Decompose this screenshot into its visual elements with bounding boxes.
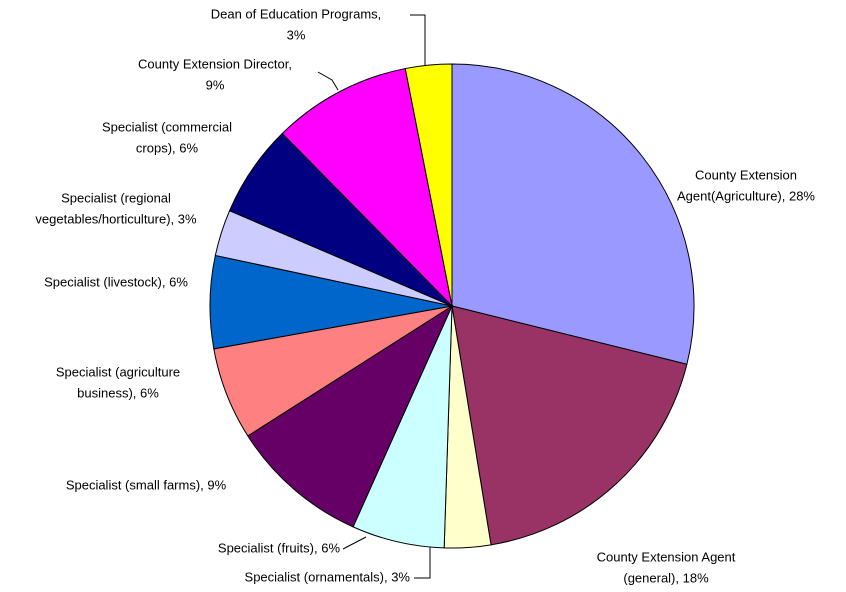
slice-label: Specialist (agriculture [56,364,180,379]
pie-slice [404,63,453,307]
leader-line [317,71,339,91]
leader-line [410,14,426,68]
slice-label: Specialist (ornamentals), 3% [245,569,411,584]
slice-label: Dean of Education Programs, [211,6,382,21]
slice-label: Specialist (regional [61,190,171,205]
slice-label: 9% [206,77,225,92]
slice-label: Specialist (small farms), 9% [66,477,227,492]
slice-label: crops), 6% [136,140,199,155]
slice-label: Specialist (livestock), 6% [44,274,188,289]
slice-label: Agent(Agriculture), 28% [677,188,815,203]
slice-label: County Extension Director, [138,56,292,71]
slice-label: vegetables/horticulture), 3% [35,211,197,226]
slice-label: County Extension Agent [597,549,736,564]
slice-label: Specialist (fruits), 6% [218,540,341,555]
pie-slice [247,304,454,528]
leader-line [414,547,431,579]
leader-line [342,536,367,550]
pie-slice [451,63,695,365]
slice-label: Specialist (commercial [102,119,232,134]
pie-slice [281,67,453,308]
slice-label: business), 6% [77,385,159,400]
slice-label: (general), 18% [623,570,709,585]
pie-slice [451,305,688,546]
slice-label: County Extension [695,167,797,182]
slice-label: 3% [287,27,306,42]
